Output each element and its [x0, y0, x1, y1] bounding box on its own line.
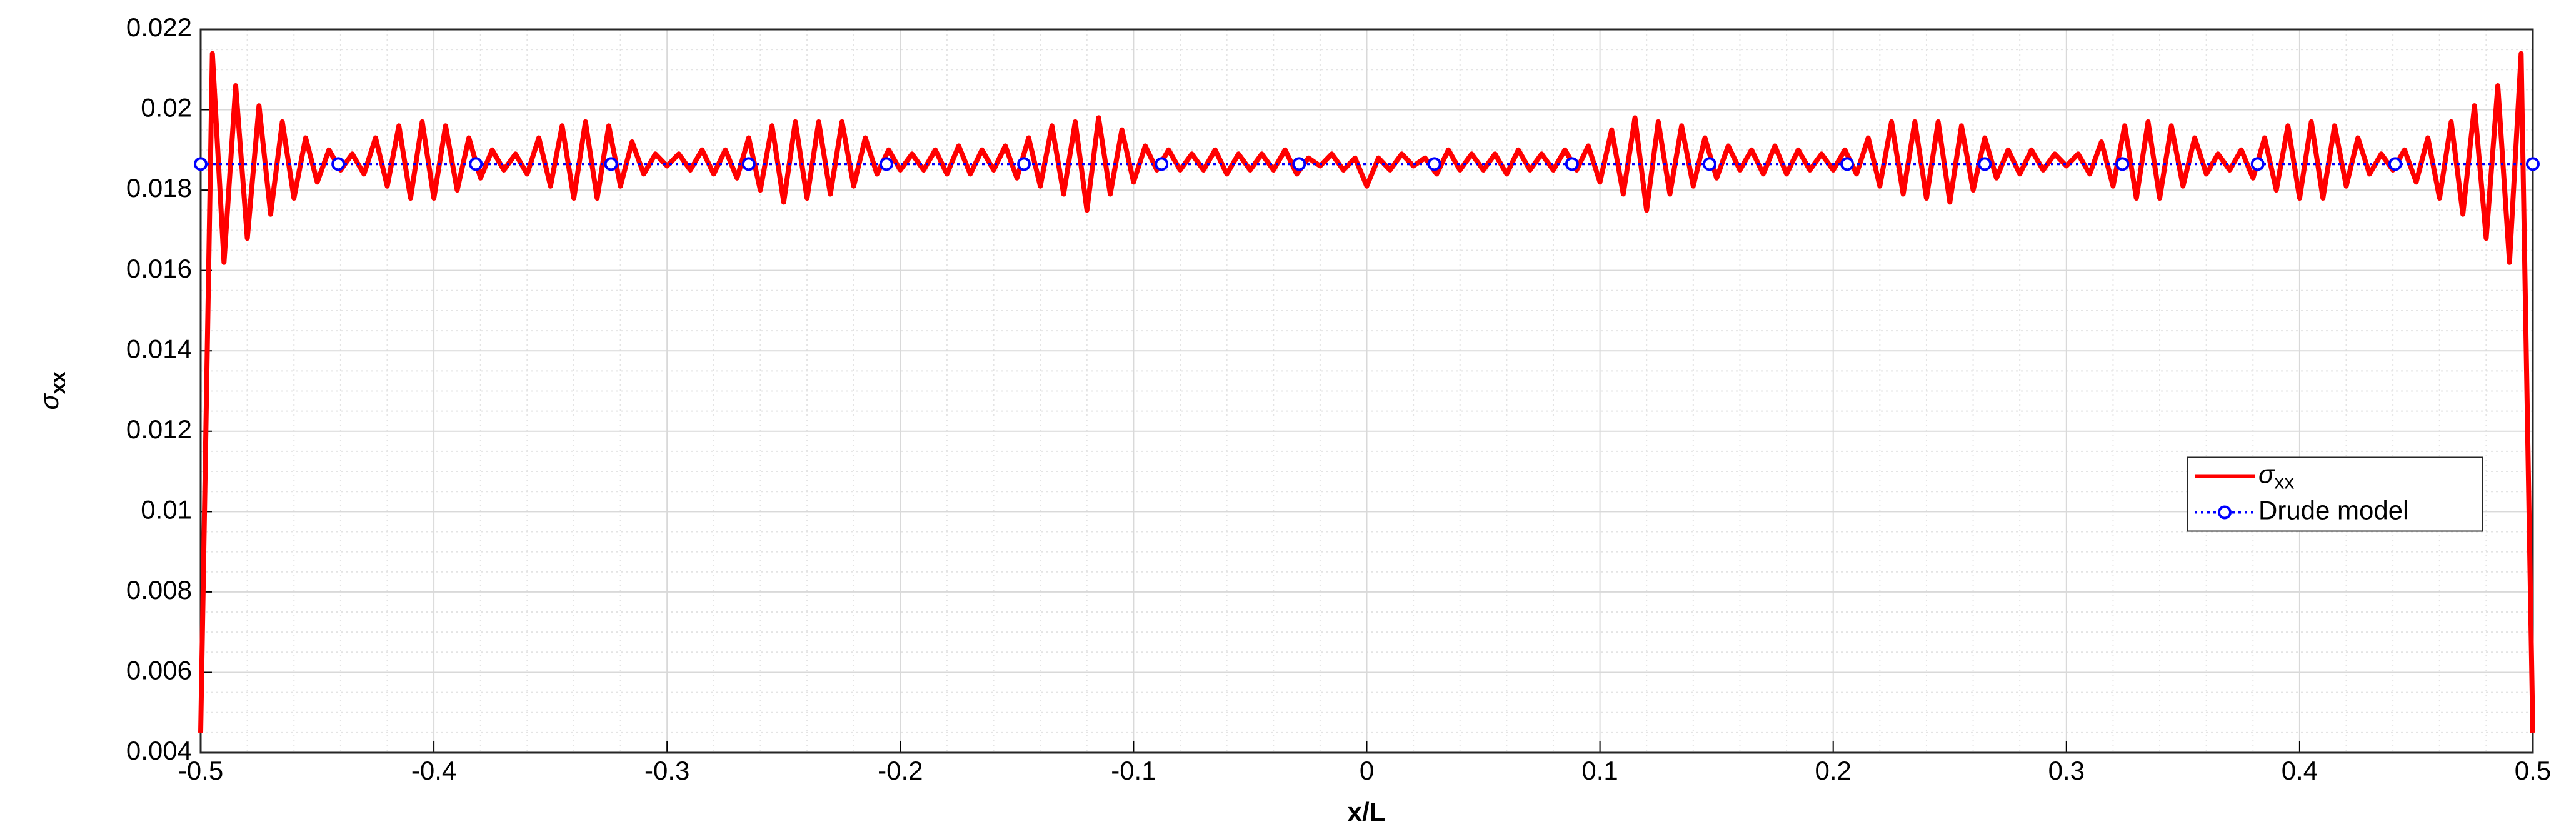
y-tick-label: 0.014 [126, 334, 192, 363]
legend-label-base: σ [2258, 460, 2275, 489]
x-tick-label: 0.1 [1581, 756, 1618, 785]
series-marker [469, 157, 483, 171]
axes-box [199, 28, 2534, 754]
y-tick-label: 0.01 [141, 495, 192, 524]
series-marker [1978, 157, 1992, 171]
series-line [198, 51, 2535, 733]
legend-label: σxx [2258, 460, 2294, 493]
legend: σxx Drude model [2187, 456, 2483, 532]
series-marker [1565, 157, 1579, 171]
x-tick-label: 0.3 [2048, 756, 2085, 785]
y-axis-label: σxx [34, 371, 69, 409]
series-marker [1702, 157, 1716, 171]
legend-marker [2218, 505, 2232, 520]
y-tick-label: 0.004 [126, 736, 192, 765]
x-tick-label: -0.5 [178, 756, 223, 785]
series-marker [1155, 157, 1169, 171]
x-tick-label: 0.2 [1815, 756, 1852, 785]
series-marker [331, 157, 346, 171]
series-marker [879, 157, 893, 171]
y-tick-label: 0.012 [126, 414, 192, 444]
x-axis-label: x/L [1348, 797, 1386, 826]
y-axis-label-base: σ [34, 393, 64, 409]
legend-box [2187, 456, 2483, 532]
x-tick-label: 0 [1360, 756, 1374, 785]
series-marker [2115, 157, 2130, 171]
x-tick-label: -0.2 [878, 756, 923, 785]
series-marker [2250, 157, 2265, 171]
series-marker [1427, 157, 1441, 171]
y-axis-label-sub: xx [47, 371, 69, 394]
x-tick-label: -0.1 [1111, 756, 1156, 785]
x-tick-label: -0.4 [411, 756, 456, 785]
series-marker [741, 157, 756, 171]
legend-label: Drude model [2258, 496, 2408, 525]
y-tick-label: 0.022 [126, 13, 192, 42]
series-marker [604, 157, 618, 171]
legend-label-sub: xx [2274, 471, 2294, 493]
series-marker [1292, 157, 1306, 171]
series-marker [2526, 157, 2540, 171]
series-marker [194, 157, 208, 171]
x-tick-label: 0.5 [2515, 756, 2551, 785]
series-marker [1017, 157, 1031, 171]
y-tick-label: 0.006 [126, 656, 192, 685]
series-marker [1840, 157, 1855, 171]
y-tick-label: 0.018 [126, 173, 192, 203]
x-tick-label: 0.4 [2282, 756, 2318, 785]
x-tick-label: -0.3 [644, 756, 689, 785]
series-marker [2388, 157, 2402, 171]
y-tick-label: 0.008 [126, 575, 192, 605]
y-tick-label: 0.016 [126, 254, 192, 283]
y-tick-label: 0.02 [141, 93, 192, 123]
